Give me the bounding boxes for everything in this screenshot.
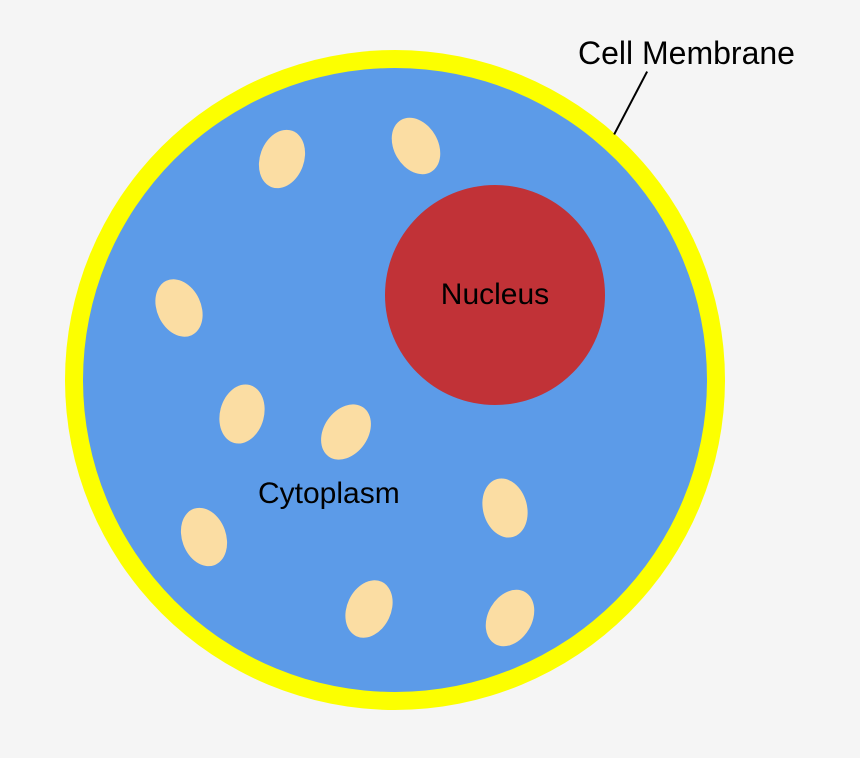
cell-diagram: Nucleus Cytoplasm Cell Membrane bbox=[0, 0, 860, 758]
cytoplasm-shape bbox=[83, 68, 707, 692]
cell-membrane-label: Cell Membrane bbox=[578, 35, 795, 72]
nucleus-shape: Nucleus bbox=[385, 185, 605, 405]
nucleus-label: Nucleus bbox=[441, 278, 549, 312]
cytoplasm-label: Cytoplasm bbox=[258, 477, 400, 511]
cell-membrane-leader-line bbox=[613, 71, 648, 135]
